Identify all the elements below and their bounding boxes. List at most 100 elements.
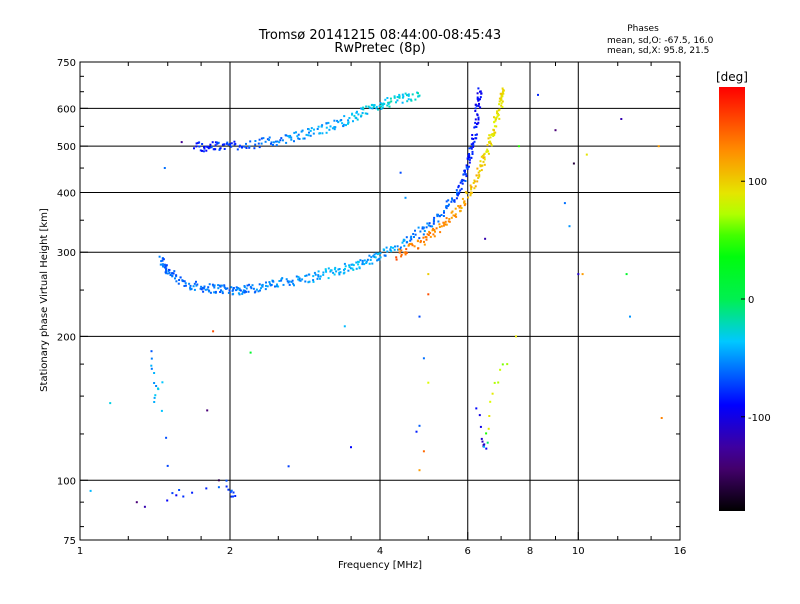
data-point [184, 284, 187, 287]
data-point [457, 184, 460, 187]
data-point [289, 134, 292, 137]
data-point [316, 128, 319, 130]
data-point [214, 148, 217, 151]
stray-point [180, 141, 183, 144]
data-point [317, 270, 320, 273]
data-point [410, 238, 413, 241]
data-point [494, 117, 497, 120]
data-point [475, 104, 478, 107]
data-point [286, 280, 289, 283]
data-point [280, 137, 283, 140]
data-point [243, 291, 246, 294]
data-point [293, 131, 296, 134]
data-point [480, 164, 483, 167]
data-point [470, 186, 473, 189]
data-point [479, 165, 482, 168]
data-point [230, 286, 233, 289]
data-point [422, 226, 425, 229]
data-point [471, 134, 474, 136]
data-point [451, 198, 454, 201]
x-tick-label: 16 [674, 546, 687, 557]
data-point [413, 236, 415, 238]
data-point [281, 277, 284, 280]
colorbar: [deg] 100 0 -100 [716, 70, 771, 511]
data-point [476, 114, 479, 117]
data-point [252, 287, 255, 290]
data-point [173, 270, 176, 273]
data-point [474, 110, 477, 112]
data-point [160, 409, 163, 412]
data-point [161, 259, 164, 262]
data-point [348, 266, 351, 268]
data-point [331, 127, 334, 130]
data-point [225, 485, 228, 488]
data-point [272, 144, 274, 146]
data-point [325, 122, 328, 125]
data-point [469, 156, 472, 159]
data-point [448, 218, 451, 220]
data-point [214, 144, 217, 147]
data-point [400, 253, 403, 256]
data-point [270, 142, 272, 145]
data-point [202, 290, 205, 293]
data-point [345, 124, 347, 127]
data-point [319, 132, 321, 135]
data-point [380, 107, 383, 110]
data-point [201, 286, 204, 289]
data-point [431, 225, 434, 228]
colorbar-tick-label: 0 [748, 295, 754, 306]
data-point [333, 126, 336, 129]
data-point [251, 284, 254, 287]
data-point [321, 124, 324, 127]
data-point [455, 197, 458, 200]
data-point [493, 129, 495, 132]
data-point [338, 271, 341, 274]
data-point [450, 211, 453, 214]
data-point [445, 205, 448, 207]
data-point [479, 160, 482, 163]
data-point [367, 105, 370, 108]
data-point [204, 288, 207, 291]
data-point [389, 248, 392, 251]
data-point [264, 288, 267, 291]
data-point [483, 156, 486, 159]
data-point [258, 283, 261, 286]
y-tick-label: 300 [57, 248, 76, 259]
data-point [407, 98, 410, 101]
data-point [497, 381, 500, 384]
data-point [219, 285, 222, 288]
data-point [478, 175, 481, 178]
colorbar-tick-label: -100 [748, 413, 771, 424]
data-point [353, 114, 356, 117]
data-point [305, 133, 308, 136]
data-point [493, 381, 496, 384]
data-point [343, 115, 346, 118]
plot-area: 1 2 4 6 8 10 16 75 100 200 300 400 500 600 750 [57, 58, 686, 557]
data-point [442, 215, 445, 217]
data-point [214, 141, 217, 144]
data-point [257, 290, 260, 293]
data-point [217, 141, 220, 144]
data-point [206, 288, 209, 291]
data-point [493, 120, 496, 123]
data-point [325, 270, 328, 273]
data-point [479, 96, 482, 99]
data-point [327, 277, 330, 280]
data-point [279, 139, 282, 142]
data-point [166, 272, 169, 275]
data-point [415, 430, 418, 433]
data-point [298, 277, 301, 280]
data-point [164, 266, 166, 269]
data-point [223, 285, 226, 288]
data-point [445, 217, 448, 220]
data-point [451, 197, 453, 200]
data-point [218, 148, 221, 151]
data-point [266, 138, 269, 141]
colorbar-tick-label: 100 [748, 177, 767, 188]
data-point [166, 464, 169, 467]
data-point [425, 236, 428, 239]
data-point [426, 222, 429, 225]
data-point [349, 267, 352, 270]
data-point [473, 126, 476, 129]
data-point [226, 287, 229, 290]
